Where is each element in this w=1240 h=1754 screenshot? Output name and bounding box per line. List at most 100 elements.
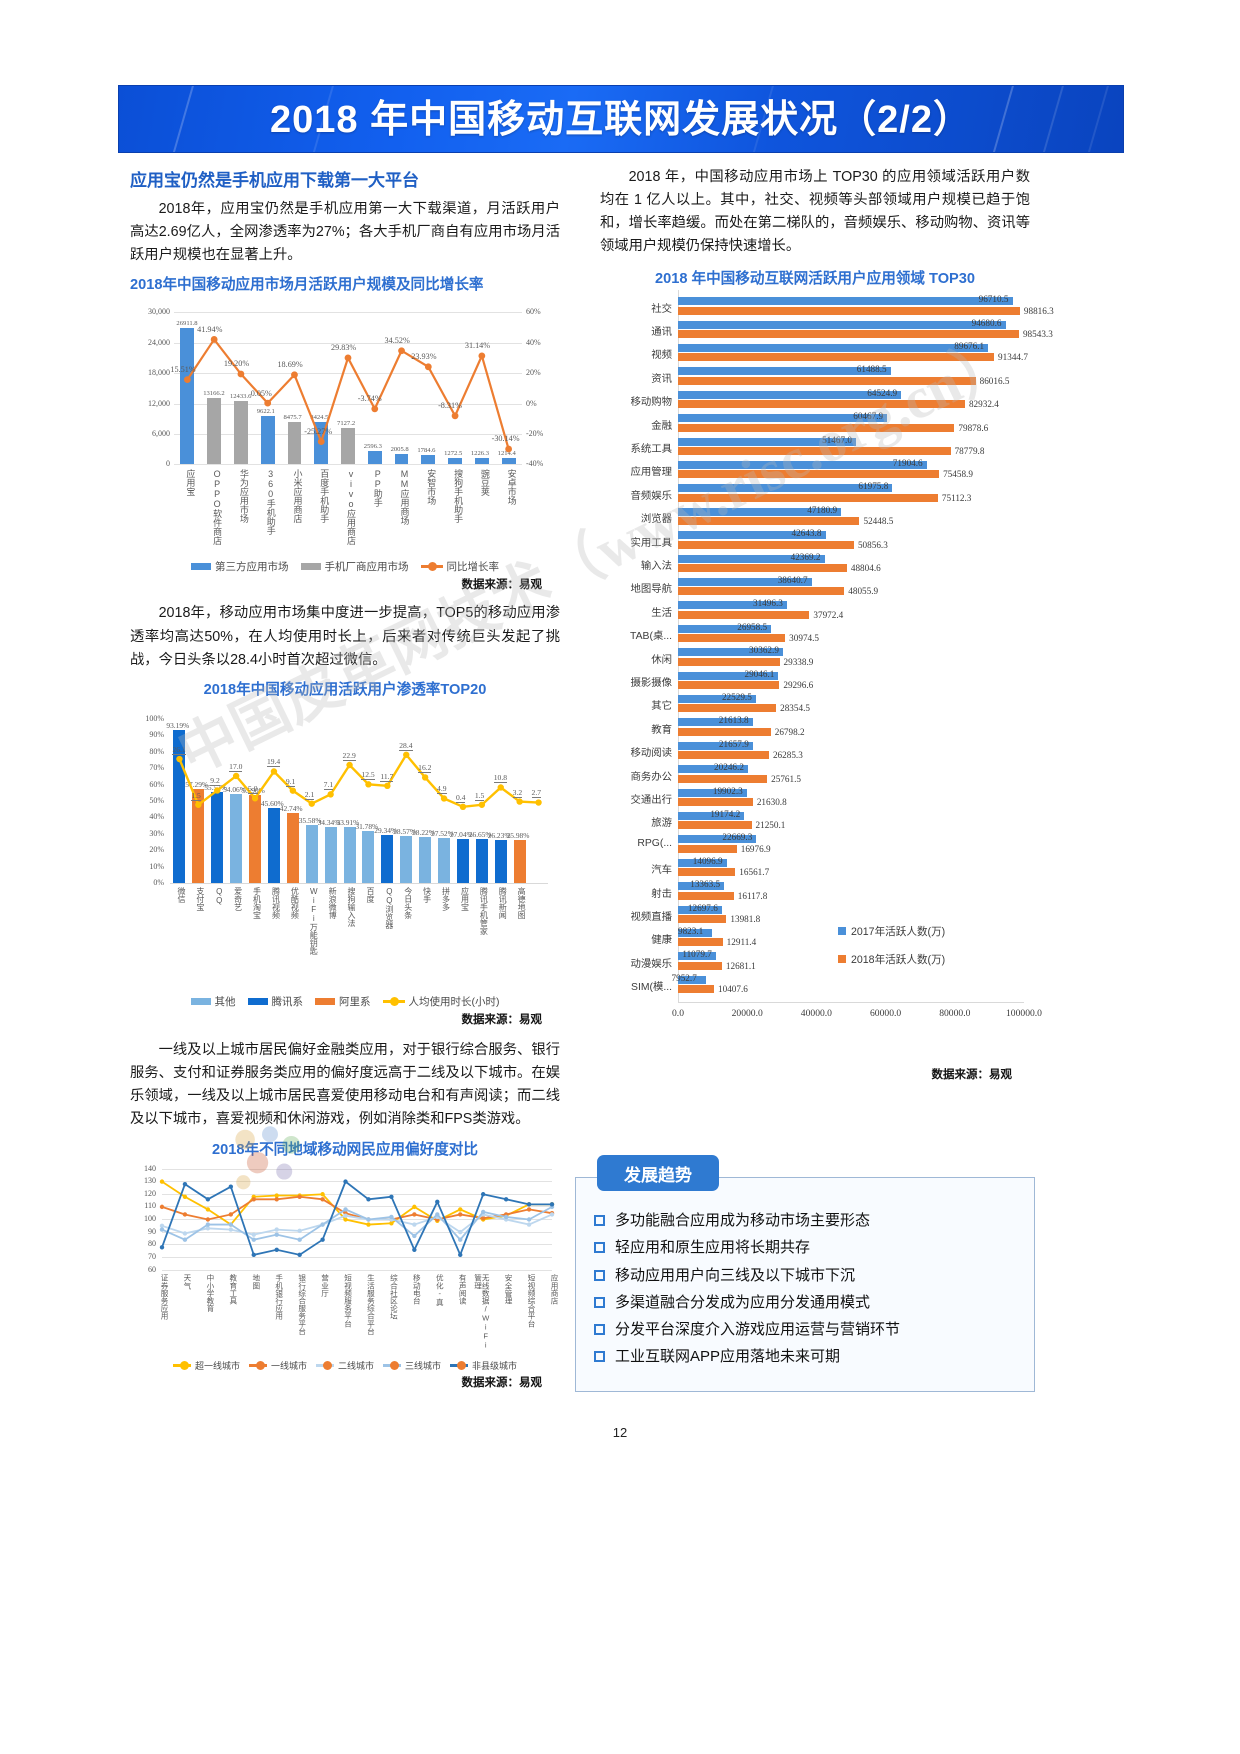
bar-value-label: 31.78%: [355, 821, 379, 831]
bar-2017: [678, 811, 745, 820]
category-label: 汽车: [651, 865, 672, 877]
bar-2017-value: 9823.1: [677, 925, 704, 936]
category-label: 豌豆荚: [479, 469, 490, 497]
category-label: QQ浏览器: [384, 886, 394, 929]
bar: [324, 826, 337, 883]
y-axis-tick: 0: [166, 459, 170, 469]
bar-2018: [678, 821, 752, 830]
chart-1-legend: 第三方应用市场 手机厂商应用市场 同比增长率: [130, 559, 560, 574]
right-column: 2018 年，中国移动应用市场上 TOP30 的应用领域活跃用户数均在 1 亿人…: [600, 166, 1054, 1082]
bar-2017-value: 60467.9: [853, 411, 884, 422]
trend-item-label: 多功能融合应用成为移动市场主要形态: [615, 1212, 871, 1229]
category-label: 手机淘宝: [252, 886, 262, 919]
left-paragraph-3: 一线及以上城市居民偏好金融类应用，对于银行综合服务、银行服务、支付和证券服务类应…: [130, 1041, 560, 1128]
x-axis-tick: 80000.0: [939, 1007, 971, 1019]
bar-2018-value: 29296.6: [783, 680, 814, 691]
bar-2017-value: 19902.3: [712, 785, 743, 796]
category-label: 金融: [651, 420, 672, 432]
bar-2018-value: 29338.9: [783, 656, 814, 667]
category-label: RPG(...: [637, 837, 672, 849]
bar-2018-value: 98816.3: [1023, 305, 1054, 316]
bar-2018: [678, 915, 727, 924]
y-axis-tick: 140: [144, 1163, 156, 1173]
x-axis-tick: 0.0: [672, 1007, 684, 1019]
bar-value-label: 2596.3: [363, 443, 382, 451]
bar-value-label: 8475.7: [283, 413, 302, 421]
y-axis-tick: 12,000: [148, 398, 170, 408]
bar-2018: [678, 400, 965, 409]
bar-2017-value: 19174.2: [710, 808, 741, 819]
bar: [475, 839, 488, 883]
trend-item: 多功能融合应用成为移动市场主要形态: [594, 1211, 1020, 1231]
bar-2017: [678, 858, 727, 867]
bar-2017-value: 7952.7: [671, 972, 697, 983]
bar-value-label: 34.34%: [317, 817, 341, 827]
line-value-label: 5.0: [248, 784, 258, 795]
gridline: [162, 1181, 552, 1183]
category-label: 支付宝: [195, 886, 205, 911]
bar-2018-value: 86016.5: [979, 375, 1010, 386]
chart-2-title: 2018年中国移动应用活跃用户渗透率TOP20: [203, 681, 487, 698]
bar-2017-value: 89676.1: [954, 340, 985, 351]
y-axis-tick: 30%: [149, 828, 164, 838]
bar-2018-value: 79878.6: [958, 422, 989, 433]
bar-2018-value: 82932.4: [968, 399, 999, 410]
category-label: 腾讯视频: [271, 886, 281, 919]
category-label: 华为应用市场: [238, 469, 249, 524]
category-label: 短视频综合平台: [527, 1273, 537, 1327]
bar-value-label: 1214.4: [497, 450, 516, 458]
category-label: 安卓市场: [506, 469, 517, 506]
legend-item-tencent: 腾讯系: [247, 994, 303, 1009]
category-label: QQ: [214, 886, 224, 905]
trend-item-label: 轻应用和原生应用将长期共存: [615, 1239, 811, 1257]
category-label: 动漫娱乐: [630, 958, 672, 970]
legend-item-2017: 2017年活跃人数(万): [838, 924, 945, 939]
category-label: 教育: [651, 724, 672, 736]
bar-2018-value: 13981.8: [730, 914, 761, 925]
line-value-label: 11.7: [380, 771, 394, 782]
y-axis-tick: 70%: [149, 763, 164, 773]
line-value-label: 26.1: [172, 744, 186, 755]
bar-2017: [678, 297, 1013, 306]
y2-axis-tick: 60%: [526, 307, 541, 317]
y-axis-tick: 130: [144, 1176, 156, 1186]
bar-2017-value: 38640.7: [777, 574, 808, 585]
bar-value-label: 25.98%: [506, 831, 530, 841]
category-label: 交通出行: [630, 795, 672, 807]
gridline: [174, 342, 522, 344]
category-label: 天气: [182, 1273, 192, 1289]
bar-value-label: 28.57%: [393, 827, 416, 837]
bar-2017-value: 71904.6: [892, 457, 923, 468]
y-axis-tick: 18,000: [148, 368, 170, 378]
trends-list: 多功能融合应用成为移动市场主要形态 轻应用和原生应用将长期共存 移动应用用户向三线及…: [575, 1177, 1035, 1392]
bar-2017-value: 94680.6: [971, 317, 1002, 328]
bar-2018: [678, 891, 734, 900]
category-label: 音频娱乐: [630, 490, 672, 502]
legend-item-alibaba: 阿里系: [315, 994, 371, 1009]
page-number: 12: [612, 1425, 628, 1440]
category-label: 百度手机助手: [319, 469, 330, 524]
bar-2017: [678, 741, 753, 750]
bar-2018: [678, 587, 845, 596]
x-axis-tick: 100000.0: [1006, 1007, 1042, 1019]
bar: [448, 458, 463, 465]
bar-2018: [678, 540, 854, 549]
bar-2017: [678, 601, 787, 610]
bar-2017-value: 12697.6: [687, 902, 718, 913]
category-label: 高德地图: [517, 886, 527, 919]
legend-item-oem: 手机厂商应用市场: [300, 559, 409, 574]
legend-item-2018: 2018年活跃人数(万): [838, 952, 945, 967]
bar: [381, 834, 394, 883]
bar-value-label: 7127.2: [337, 420, 356, 428]
bar-2017-value: 61488.5: [856, 364, 887, 375]
bar: [207, 397, 222, 465]
bar-2018-value: 26285.3: [772, 750, 803, 761]
bar-2017-value: 26958.5: [737, 621, 768, 632]
chart-4-source: 数据来源：易观: [461, 1376, 543, 1389]
bar: [260, 415, 275, 465]
category-label: OPPO软件商店: [212, 469, 223, 546]
bar: [305, 824, 318, 883]
bar: [287, 421, 302, 465]
bar-2018: [678, 727, 771, 736]
left-paragraph-1: 2018年，应用宝仍然是手机应用第一大下载渠道，月活跃用户高达2.69亿人，全网…: [130, 201, 560, 264]
